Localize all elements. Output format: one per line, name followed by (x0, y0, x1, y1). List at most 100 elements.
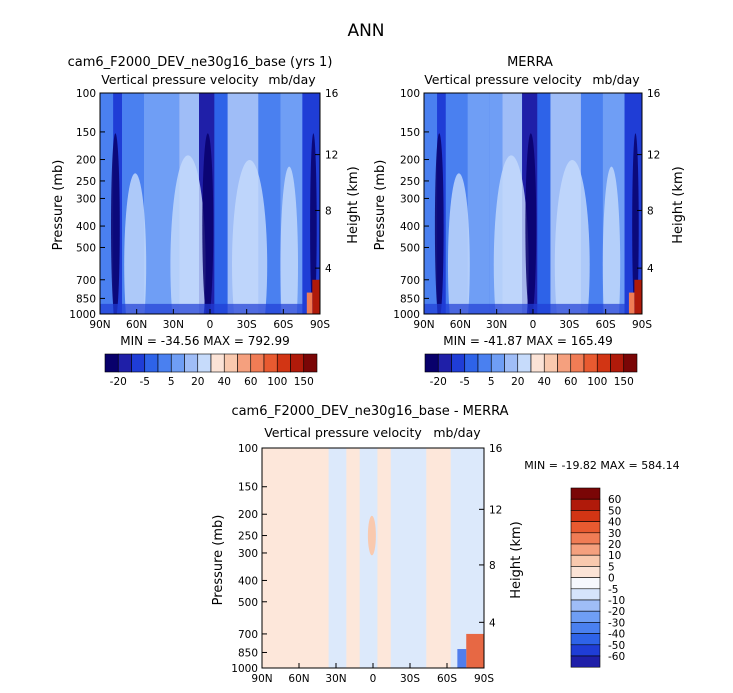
contour-core (111, 133, 120, 314)
y-tick-label: 850 (76, 293, 96, 305)
colorbar-swatch (170, 353, 185, 373)
contour-core (367, 515, 376, 556)
colorbar-swatch (437, 353, 452, 373)
colorbar: -20 -5 5 20 40 60 100 150 (424, 353, 638, 388)
colorbar-swatch (570, 633, 601, 646)
colorbar-swatch (570, 521, 601, 534)
contour-band (634, 279, 642, 314)
heatmap-plot: 100 150 200 250 300 400 500 700 850 1000 16 12 8 4 90N… (231, 443, 502, 685)
colorbar-label: 5 (168, 376, 175, 388)
y-tick-label: 200 (400, 155, 420, 167)
min-max-label: MIN = -19.82 MAX = 584.14 (524, 459, 679, 472)
colorbar-swatch (570, 566, 601, 578)
contour-band (537, 93, 551, 314)
contour-band (466, 633, 484, 668)
colorbar-label: 20 (511, 376, 524, 388)
colorbar-swatch (570, 353, 585, 373)
colorbar-swatch (490, 353, 505, 373)
contour-field (262, 448, 484, 668)
colorbar-swatch (197, 353, 212, 373)
colorbar-swatch (570, 487, 601, 500)
contour-band (100, 303, 320, 314)
y-tick-label: 100 (76, 88, 96, 100)
panel-title: cam6_F2000_DEV_ne30g16_base (yrs 1) (68, 55, 333, 70)
y-right-tick-label: 8 (489, 560, 496, 572)
colorbar-swatch (570, 610, 601, 623)
colorbar-swatch (570, 622, 601, 634)
x-tick-label: 90N (413, 319, 434, 331)
y-tick-label: 700 (76, 275, 96, 287)
colorbar-label: -5 (608, 584, 618, 596)
colorbar-swatch (570, 498, 601, 511)
colorbar-swatch (131, 353, 146, 373)
colorbar-label: 40 (538, 376, 551, 388)
colorbar-swatch (570, 655, 601, 668)
contour-core (632, 133, 639, 314)
colorbar-label: -5 (140, 376, 150, 388)
contour-field (100, 93, 320, 314)
y-tick-label: 100 (238, 443, 258, 455)
colorbar-swatch (570, 554, 601, 567)
y-tick-label: 700 (238, 629, 258, 641)
y-tick-label: 300 (238, 548, 258, 560)
y-tick-label: 700 (400, 275, 420, 287)
y-tick-label: 300 (76, 193, 96, 205)
y-tick-label: 250 (76, 176, 96, 188)
colorbar-label: 5 (608, 561, 615, 573)
contour-core (525, 133, 537, 314)
y-tick-label: 850 (400, 293, 420, 305)
y-tick-label: 500 (238, 597, 258, 609)
y-right-tick-label: 12 (325, 150, 338, 162)
units-label: mb/day (268, 72, 316, 87)
y-axis-label: Pressure (mb) (373, 160, 388, 251)
figure-title: ANN (347, 21, 384, 41)
colorbar-swatch (517, 353, 532, 373)
colorbar-label: -30 (608, 617, 625, 629)
contour-band (377, 448, 391, 668)
x-tick-label: 90N (89, 319, 110, 331)
contour-band (312, 279, 320, 314)
y-axis-label: Pressure (mb) (51, 160, 66, 251)
contour-core (434, 133, 444, 314)
colorbar-label: 30 (608, 528, 621, 540)
contour-core (202, 133, 214, 314)
colorbar-label: 20 (608, 539, 621, 551)
y-right-tick-label: 8 (647, 205, 654, 217)
y-right-tick-label: 16 (489, 443, 503, 455)
contour-plume (602, 166, 621, 314)
min-max-label: MIN = -34.56 MAX = 792.99 (120, 334, 290, 348)
colorbar-swatch (184, 353, 199, 373)
y-tick-label: 1000 (69, 309, 96, 321)
colorbar: -20 -5 5 20 40 60 100 150 (104, 353, 318, 388)
y-tick-label: 200 (238, 509, 258, 521)
colorbar-swatch (610, 353, 625, 373)
x-tick-label: 30S (237, 319, 257, 331)
min-max-label: MIN = -41.87 MAX = 165.49 (443, 334, 613, 348)
y-right-tick-label: 16 (647, 88, 661, 100)
colorbar-swatch (504, 353, 519, 373)
x-tick-label: 60N (126, 319, 147, 331)
colorbar-label: 100 (267, 376, 287, 388)
colorbar-label: 100 (587, 376, 607, 388)
colorbar-swatch (596, 353, 611, 373)
x-tick-label: 60S (596, 319, 616, 331)
colorbar-swatch (530, 353, 545, 373)
var-label: Vertical pressure velocity (101, 72, 259, 87)
colorbar-swatch (477, 353, 492, 373)
colorbar-label: 0 (608, 573, 615, 585)
colorbar-label: 150 (614, 376, 634, 388)
colorbar-swatch (570, 599, 601, 612)
colorbar-label: 20 (191, 376, 204, 388)
colorbar-swatch (303, 353, 318, 373)
units-label: mb/day (592, 72, 640, 87)
colorbar-swatch (210, 353, 225, 373)
x-tick-label: 30N (163, 319, 184, 331)
panel-obs: MERRA Vertical pressure velocity mb/day … (373, 55, 686, 388)
contour-band (144, 93, 166, 314)
colorbar-label: -50 (608, 640, 625, 652)
colorbar-swatch (583, 353, 598, 373)
colorbar-swatch (464, 353, 479, 373)
colorbar-label: 40 (218, 376, 231, 388)
y-tick-label: 850 (238, 647, 258, 659)
